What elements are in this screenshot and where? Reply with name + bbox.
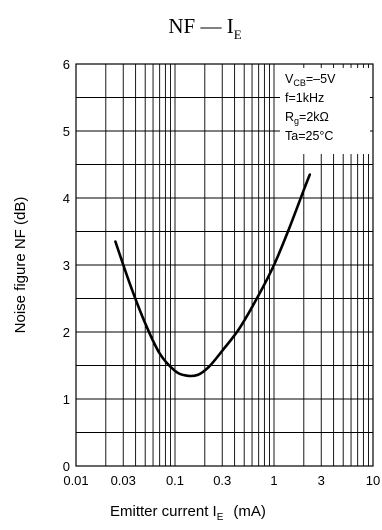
x-tick-label: 0.01 (63, 473, 88, 488)
condition-main: Ta=25°C (285, 129, 333, 143)
x-tick-label: 0.3 (213, 473, 231, 488)
condition-line: Rg=2kΩ (285, 110, 329, 126)
plot-frame (75, 63, 374, 467)
x-tick-labels: 0.01 0.03 0.1 0.3 1 3 10 (63, 473, 380, 488)
x-tick-label: 1 (270, 473, 277, 488)
x-tick-label: 10 (366, 473, 380, 488)
y-axis-label: Noise figure NF (dB) (12, 197, 29, 334)
y-tick-label: 1 (63, 392, 70, 407)
chart-title-sub: E (234, 27, 242, 42)
y-tick-label: 3 (63, 258, 70, 273)
y-tick-label: 4 (63, 191, 70, 206)
x-axis-label-sub: E (217, 512, 224, 523)
y-tick-label: 6 (63, 57, 70, 72)
nf-curve (114, 173, 312, 378)
x-tick-label: 0.03 (111, 473, 136, 488)
condition-rest: =–5V (306, 72, 336, 86)
condition-main: V (285, 72, 294, 86)
conditions-box (280, 68, 370, 154)
y-tick-labels: 0 1 2 3 4 5 6 (63, 57, 70, 474)
condition-rest: =2kΩ (299, 110, 329, 124)
y-tick-label: 2 (63, 325, 70, 340)
condition-line: f=1kHz (285, 91, 324, 105)
condition-line: Ta=25°C (285, 129, 333, 143)
condition-main: f=1kHz (285, 91, 324, 105)
condition-sub: CB (293, 78, 306, 88)
conditions-legend: VCB=–5V f=1kHz Rg=2kΩ Ta=25°C (285, 72, 336, 143)
x-axis-label: Emitter current IE (mA) (110, 503, 266, 523)
x-tick-label: 0.1 (166, 473, 184, 488)
chart-title: NF — IE (168, 14, 241, 42)
x-axis-label-unit: (mA) (233, 503, 266, 520)
chart-title-main: NF — I (168, 14, 233, 38)
condition-line: VCB=–5V (285, 72, 336, 88)
y-tick-label: 0 (63, 459, 70, 474)
condition-sub: g (294, 116, 299, 126)
y-tick-label: 5 (63, 124, 70, 139)
x-axis-label-main: Emitter current I (110, 503, 217, 520)
condition-main: R (285, 110, 294, 124)
x-tick-label: 3 (318, 473, 325, 488)
